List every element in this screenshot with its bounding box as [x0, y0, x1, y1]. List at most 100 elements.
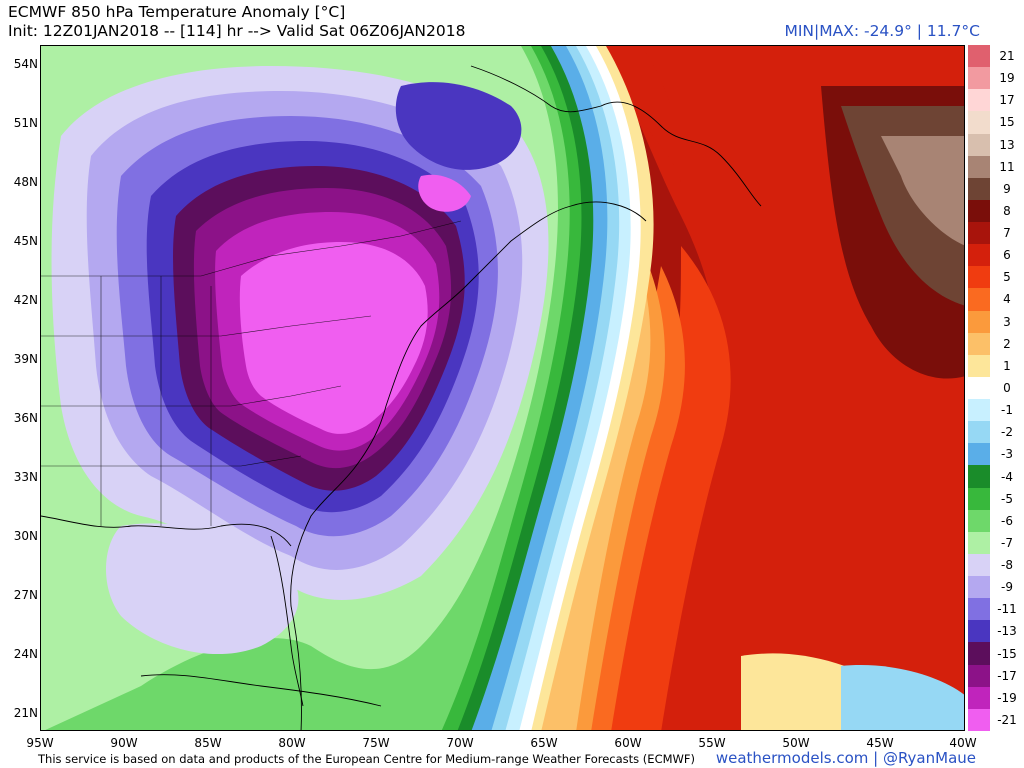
colorbar-swatch: [968, 531, 990, 555]
colorbar-label: 21: [999, 49, 1015, 64]
colorbar-label: 0: [1003, 381, 1011, 395]
colorbar-swatch: [968, 332, 990, 356]
lat-label-48n: 48N: [13, 175, 38, 189]
colorbar-swatch: [968, 133, 990, 157]
colorbar-label: -2: [1001, 425, 1013, 440]
colorbar-label: -8: [1001, 558, 1013, 573]
colorbar-label: -11: [997, 602, 1017, 617]
lat-label-42n: 42N: [13, 293, 38, 307]
newfoundland-line: [600, 101, 762, 207]
florida-line: [270, 535, 304, 707]
state-border-a: [41, 315, 372, 337]
colorbar-swatch: [968, 465, 990, 489]
lat-label-30n: 30N: [13, 529, 38, 543]
colorbar: [968, 45, 990, 732]
map-title: ECMWF 850 hPa Temperature Anomaly [°C]: [8, 3, 346, 21]
band-minus-21: [239, 242, 428, 434]
colorbar-swatch: [968, 111, 990, 134]
colorbar-label: -19: [997, 690, 1017, 705]
ecmwf-attribution: This service is based on data and produc…: [38, 752, 695, 766]
lon-label-85w: 85W: [194, 736, 222, 750]
lat-label-24n: 24N: [13, 647, 38, 661]
lat-label-51n: 51N: [13, 116, 38, 130]
political-borders: [41, 220, 462, 526]
colorbar-label: 5: [1003, 270, 1011, 285]
northern-cold-lobe: [395, 82, 522, 170]
colorbar-swatch: [968, 67, 990, 90]
colorbar-label: 15: [999, 115, 1015, 130]
lat-label-54n: 54N: [13, 57, 38, 71]
colorbar-swatch: [968, 45, 990, 68]
cool-patch-east: [841, 665, 964, 730]
colorbar-swatch: [968, 399, 990, 422]
state-border-b: [41, 385, 342, 407]
colorbar-swatch: [968, 487, 990, 511]
colorbar-swatch: [968, 664, 990, 688]
colorbar-swatch: [968, 177, 990, 201]
lon-label-60w: 60W: [614, 736, 642, 750]
lon-label-65w: 65W: [530, 736, 558, 750]
colorbar-label: 1: [1003, 358, 1011, 373]
coastlines: [41, 65, 762, 730]
colorbar-swatch: [968, 553, 990, 577]
colorbar-label: 8: [1003, 203, 1011, 218]
colorbar-label: 11: [999, 159, 1015, 174]
colorbar-label: -4: [1001, 469, 1013, 484]
lon-label-75w: 75W: [362, 736, 390, 750]
site-credit: weathermodels.com | @RyanMaue: [715, 749, 976, 767]
colorbar-label: -5: [1001, 491, 1013, 506]
colorbar-swatch: [968, 199, 990, 223]
anomaly-map: [40, 45, 965, 731]
colorbar-swatch: [968, 244, 990, 267]
colorbar-swatch: [968, 642, 990, 666]
colorbar-swatch: [968, 686, 990, 710]
colorbar-swatch: [968, 708, 990, 732]
east-coast-line: [290, 201, 647, 730]
colorbar-swatch: [968, 620, 990, 643]
anomaly-field: [41, 46, 964, 730]
lat-label-27n: 27N: [13, 588, 38, 602]
colorbar-label: -17: [997, 668, 1017, 683]
colorbar-label: -7: [1001, 535, 1013, 550]
colorbar-swatch: [968, 89, 990, 112]
colorbar-label: 2: [1003, 336, 1011, 351]
lat-label-39n: 39N: [13, 352, 38, 366]
lon-label-95w: 95W: [26, 736, 54, 750]
colorbar-swatch: [968, 421, 990, 444]
colorbar-label: -21: [997, 712, 1017, 727]
min-max-readout: MIN|MAX: -24.9° | 11.7°C: [784, 22, 980, 40]
lat-label-45n: 45N: [13, 234, 38, 248]
colorbar-swatch: [968, 222, 990, 245]
lon-label-80w: 80W: [278, 736, 306, 750]
colorbar-label: 4: [1003, 292, 1011, 307]
cuba-line: [140, 674, 382, 707]
colorbar-label: -6: [1001, 513, 1013, 528]
colorbar-swatch: [968, 509, 990, 533]
colorbar-swatch: [968, 155, 990, 179]
colorbar-label: 3: [1003, 314, 1011, 329]
colorbar-swatch: [968, 443, 990, 466]
colorbar-label: -15: [997, 646, 1017, 661]
colorbar-swatch: [968, 576, 990, 599]
warm-region-11: [881, 136, 964, 246]
colorbar-swatch: [968, 376, 990, 400]
lon-label-55w: 55W: [698, 736, 726, 750]
colorbar-label: -3: [1001, 447, 1013, 462]
lon-label-45w: 45W: [866, 736, 894, 750]
labrador-line: [470, 65, 602, 113]
lon-label-50w: 50W: [782, 736, 810, 750]
colorbar-label: 19: [999, 71, 1015, 86]
lon-label-90w: 90W: [110, 736, 138, 750]
colorbar-swatch: [968, 598, 990, 621]
colorbar-label: 7: [1003, 226, 1011, 241]
lon-label-70w: 70W: [446, 736, 474, 750]
colorbar-label: 17: [999, 93, 1015, 108]
colorbar-label: 9: [1003, 181, 1011, 196]
us-canada-border: [41, 220, 462, 277]
colorbar-label: -13: [997, 624, 1017, 639]
gulf-cold-band: [106, 523, 299, 655]
init-valid-line: Init: 12Z01JAN2018 -- [114] hr --> Valid…: [8, 22, 466, 40]
warm-region-5: [601, 246, 731, 730]
lon-label-40w: 40W: [949, 736, 977, 750]
state-border-f: [41, 455, 302, 467]
